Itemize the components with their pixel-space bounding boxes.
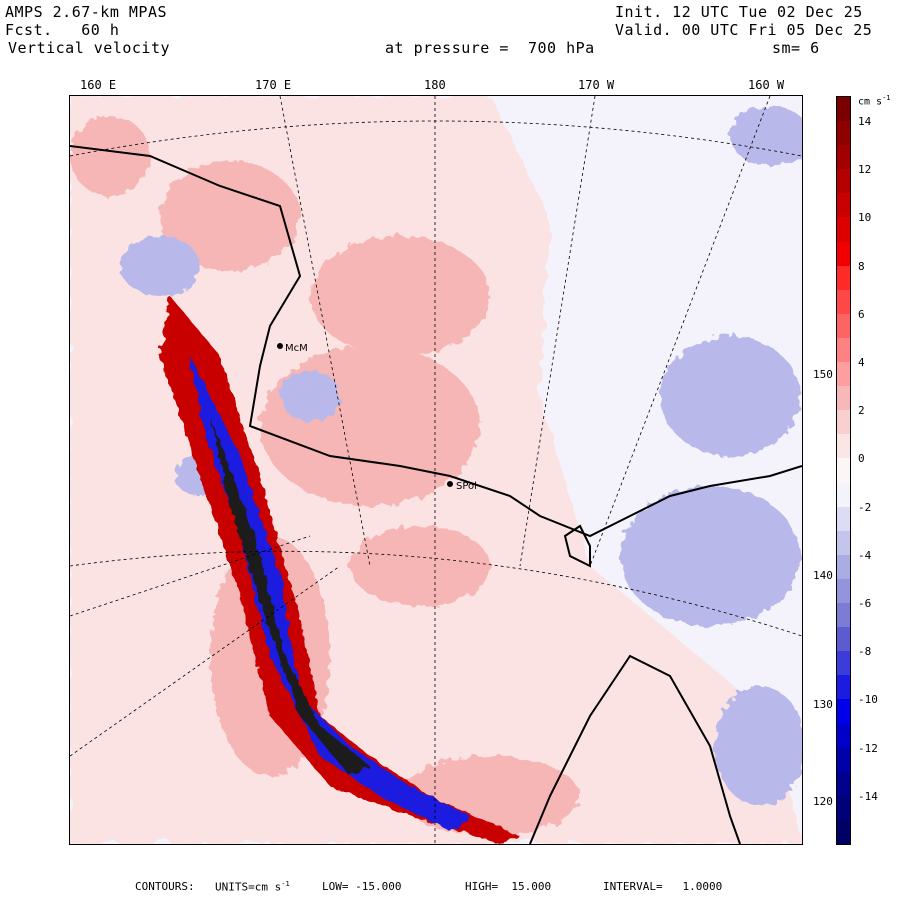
footer-high: HIGH= 15.000 [465, 880, 552, 893]
colorbar-tick-label: 2 [858, 404, 865, 418]
lon-label: 170 E [255, 78, 292, 92]
colorbar-tick-label: -2 [858, 500, 872, 514]
colorbar-tick-label: 8 [858, 259, 865, 273]
colorbar-segment [837, 217, 850, 243]
colorbar-segment [837, 651, 850, 676]
station-label: McM [285, 343, 308, 354]
colorbar-tick-label: -12 [858, 741, 878, 755]
colorbar-tick-label: -6 [858, 597, 872, 611]
colorbar-segment [837, 265, 850, 291]
coastline [70, 145, 802, 844]
colorbar-segment [837, 434, 850, 459]
colorbar [836, 96, 851, 845]
station-label: SPol [456, 481, 477, 492]
lon-label: 160 E [80, 78, 117, 92]
colorbar-segment [837, 482, 850, 508]
footer-low: LOW= -15.000 [322, 880, 402, 893]
colorbar-segment [837, 530, 850, 556]
colorbar-segment [837, 627, 850, 652]
field-name: Vertical velocity [8, 39, 171, 57]
colorbar-segment [837, 362, 850, 387]
colorbar-segment [837, 410, 850, 435]
colorbar-segment [837, 289, 850, 315]
colorbar-segment [837, 771, 850, 797]
forecast-hour: Fcst. 60 h [5, 21, 120, 39]
colorbar-segment [837, 313, 850, 339]
colorbar-tick-label: -10 [858, 693, 878, 707]
colorbar-tick-label: 10 [858, 211, 872, 225]
colorbar-tick-label: 0 [858, 452, 865, 466]
model-title: AMPS 2.67-km MPAS [5, 3, 168, 21]
init-time: Init. 12 UTC Tue 02 Dec 25 [615, 3, 863, 21]
station-dot [277, 343, 283, 349]
lon-label: 170 W [578, 78, 615, 92]
colorbar-segment [837, 795, 850, 821]
colorbar-tick-label: 6 [858, 307, 865, 321]
colorbar-segment [837, 241, 850, 267]
colorbar-tick-label: 14 [858, 115, 872, 129]
footer-contours-label: CONTOURS: [135, 880, 195, 893]
station-dot [447, 481, 453, 487]
colorbar-segment [837, 603, 850, 628]
colorbar-segment [837, 169, 850, 194]
lon-label: 160 W [748, 78, 785, 92]
colorbar-segment [837, 578, 850, 604]
colorbar-segment [837, 506, 850, 532]
colorbar-segment [837, 723, 850, 749]
colorbar-segment [837, 458, 850, 484]
footer-units: UNITS=cm s-1 [215, 880, 290, 894]
colorbar-tick-label: 12 [858, 163, 872, 177]
colorbar-segment [837, 386, 850, 411]
graticule [70, 96, 802, 844]
colorbar-segment [837, 699, 850, 724]
descent-patches [120, 106, 802, 806]
colorbar-segment [837, 747, 850, 773]
smoothing: sm= 6 [772, 39, 820, 57]
colorbar-segment [837, 554, 850, 580]
mountain-wave-band [160, 296, 520, 844]
colorbar-segment [837, 337, 850, 363]
map-panel: McM SPol [69, 95, 803, 845]
colorbar-tick-label: -4 [858, 548, 872, 562]
colorbar-segment [837, 145, 850, 170]
colorbar-segment [837, 193, 850, 218]
vertical-velocity-map: McM SPol [70, 96, 802, 844]
colorbar-tick-label: 4 [858, 356, 865, 370]
colorbar-segment [837, 121, 850, 146]
colorbar-segment [837, 675, 850, 700]
colorbar-tick-label: -14 [858, 789, 878, 803]
lon-label: 180 [424, 78, 446, 92]
valid-time: Valid. 00 UTC Fri 05 Dec 25 [615, 21, 873, 39]
colorbar-units: cm s-1 [858, 94, 891, 108]
colorbar-segment [837, 97, 850, 122]
pressure-level: at pressure = 700 hPa [385, 39, 595, 57]
colorbar-segment [837, 819, 850, 845]
colorbar-tick-label: -8 [858, 645, 872, 659]
footer-interval: INTERVAL= 1.0000 [603, 880, 723, 893]
